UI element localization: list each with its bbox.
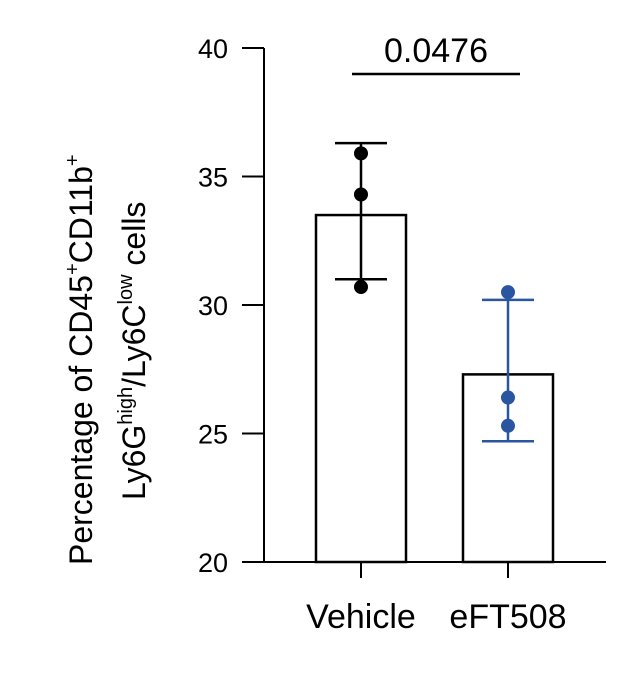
data-point-0-0: [354, 146, 368, 161]
x-tick-label-0: Vehicle: [306, 598, 416, 636]
y-label-line1-sup2: +: [62, 154, 84, 166]
y-tick-label-3: 35: [198, 163, 228, 193]
data-point-1-1: [501, 390, 515, 405]
significance-label: 0.0476: [384, 32, 488, 70]
data-point-1-0: [501, 285, 515, 300]
y-label-line1-sup1: +: [62, 263, 84, 275]
y-label-line1-mid: CD11b: [63, 166, 99, 263]
y-tick-label-2: 30: [198, 291, 228, 321]
y-tick-label-0: 20: [198, 548, 228, 578]
y-label-line2-tail: cells: [116, 202, 152, 275]
y-label-line2-sup1: high: [115, 387, 137, 425]
y-axis-label-line2: Ly6Ghigh/Ly6Clow cells: [115, 202, 152, 500]
y-tick-label-4: 40: [198, 34, 228, 64]
y-label-line2-mid: /Ly6C: [116, 304, 152, 386]
plot-area: 20 25 30 35 40 Vehicle eFT508 0.0476: [198, 32, 606, 636]
y-axis-label: Percentage of CD45+CD11b+ Ly6Ghigh/Ly6Cl…: [62, 154, 152, 565]
y-label-line2-sup2: low: [115, 274, 137, 305]
data-point-1-2: [501, 418, 515, 433]
data-point-0-2: [354, 280, 368, 295]
data-point-0-1: [354, 187, 368, 202]
y-axis-label-line1: Percentage of CD45+CD11b+: [62, 154, 99, 565]
x-tick-label-1: eFT508: [449, 598, 566, 636]
y-label-line2-text: Ly6G: [116, 425, 152, 500]
y-tick-label-1: 25: [198, 420, 228, 450]
y-label-line1-text: Percentage of CD45: [63, 275, 99, 565]
